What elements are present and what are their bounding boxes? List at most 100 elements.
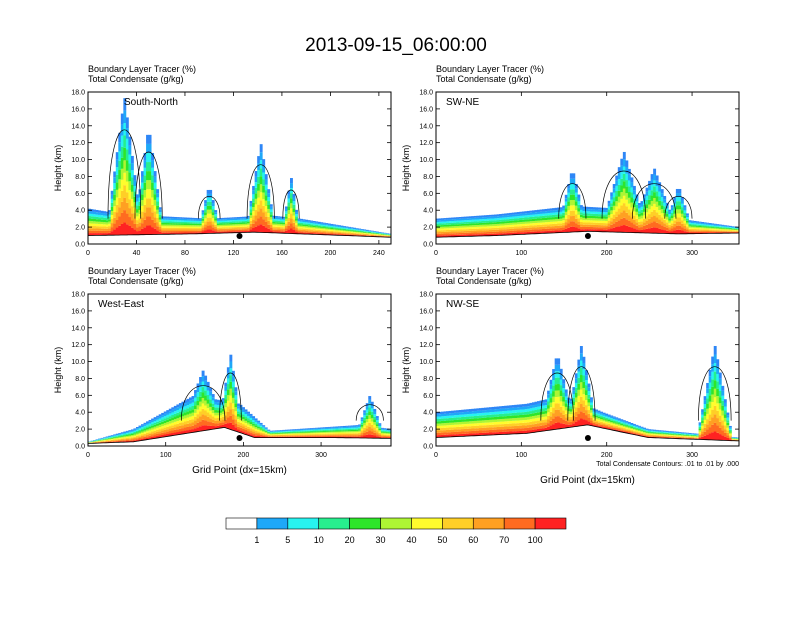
y-tick-label: 2.0 xyxy=(423,427,433,434)
colorbar-box xyxy=(535,518,566,529)
colorbar-label: 50 xyxy=(437,535,447,545)
y-axis-label: Height (km) xyxy=(53,347,63,394)
colorbar-box xyxy=(226,518,257,529)
y-tick-label: 6.0 xyxy=(75,191,85,198)
x-tick-label: 0 xyxy=(434,250,438,257)
panel-label: SW-NE xyxy=(446,97,479,108)
y-tick-label: 6.0 xyxy=(423,191,433,198)
y-tick-label: 4.0 xyxy=(75,410,85,417)
x-tick-label: 240 xyxy=(373,250,385,257)
y-axis-label: Height (km) xyxy=(401,347,411,394)
tracer-field xyxy=(436,346,739,446)
y-tick-label: 0.0 xyxy=(423,444,433,451)
panel-subtitle-condensate: Total Condensate (g/kg) xyxy=(88,276,184,286)
contour-note: Total Condensate Contours: .01 to .01 by… xyxy=(596,461,739,468)
y-tick-label: 16.0 xyxy=(71,308,85,315)
colorbar-box xyxy=(288,518,319,529)
colorbar-box xyxy=(473,518,504,529)
tracer-field xyxy=(88,355,391,446)
panel-subtitle-tracer: Boundary Layer Tracer (%) xyxy=(88,266,196,276)
y-tick-label: 4.0 xyxy=(75,208,85,215)
colorbar-label: 30 xyxy=(376,535,386,545)
colorbar-label: 60 xyxy=(468,535,478,545)
x-tick-label: 0 xyxy=(434,452,438,459)
panel-4: Boundary Layer Tracer (%)Total Condensat… xyxy=(401,266,739,486)
y-axis-label: Height (km) xyxy=(401,145,411,192)
y-tick-label: 2.0 xyxy=(423,225,433,232)
y-tick-label: 0.0 xyxy=(75,242,85,249)
panel-subtitle-tracer: Boundary Layer Tracer (%) xyxy=(88,64,196,74)
colorbar-label: 40 xyxy=(406,535,416,545)
x-tick-label: 200 xyxy=(238,452,250,459)
colorbar-box xyxy=(257,518,288,529)
y-tick-label: 14.0 xyxy=(71,123,85,130)
main-title: 2013-09-15_06:00:00 xyxy=(305,35,487,56)
y-tick-label: 8.0 xyxy=(423,174,433,181)
colorbar-label: 5 xyxy=(285,535,290,545)
y-tick-label: 12.0 xyxy=(419,342,433,349)
y-tick-label: 2.0 xyxy=(75,427,85,434)
location-marker xyxy=(237,233,243,239)
y-tick-label: 10.0 xyxy=(419,157,433,164)
y-tick-label: 10.0 xyxy=(71,359,85,366)
y-tick-label: 14.0 xyxy=(419,123,433,130)
y-tick-label: 0.0 xyxy=(423,242,433,249)
colorbar-box xyxy=(319,518,350,529)
y-tick-label: 8.0 xyxy=(423,376,433,383)
y-tick-label: 14.0 xyxy=(419,325,433,332)
x-tick-label: 100 xyxy=(516,250,528,257)
colorbar-box xyxy=(350,518,381,529)
colorbar-box xyxy=(411,518,442,529)
y-tick-label: 18.0 xyxy=(419,90,433,97)
panel-subtitle-tracer: Boundary Layer Tracer (%) xyxy=(436,64,544,74)
y-tick-label: 4.0 xyxy=(423,208,433,215)
y-tick-label: 14.0 xyxy=(71,325,85,332)
y-tick-label: 12.0 xyxy=(71,140,85,147)
panel-label: South-North xyxy=(124,97,178,108)
y-tick-label: 8.0 xyxy=(75,376,85,383)
y-tick-label: 16.0 xyxy=(71,106,85,113)
x-tick-label: 120 xyxy=(228,250,240,257)
y-tick-label: 0.0 xyxy=(75,444,85,451)
tracer-field xyxy=(436,152,739,244)
colorbar-box xyxy=(381,518,412,529)
location-marker xyxy=(585,233,591,239)
panel-subtitle-condensate: Total Condensate (g/kg) xyxy=(436,276,532,286)
y-axis-label: Height (km) xyxy=(53,145,63,192)
x-tick-label: 40 xyxy=(133,250,141,257)
panel-1: Boundary Layer Tracer (%)Total Condensat… xyxy=(53,64,391,257)
colorbar-box xyxy=(442,518,473,529)
location-marker xyxy=(237,435,243,441)
y-tick-label: 12.0 xyxy=(71,342,85,349)
x-tick-label: 300 xyxy=(686,250,698,257)
tracer-field xyxy=(88,98,391,244)
y-tick-label: 18.0 xyxy=(419,292,433,299)
x-tick-label: 300 xyxy=(315,452,327,459)
colorbar-label: 100 xyxy=(528,535,543,545)
y-tick-label: 12.0 xyxy=(419,140,433,147)
colorbar-label: 20 xyxy=(345,535,355,545)
y-tick-label: 8.0 xyxy=(75,174,85,181)
x-tick-label: 200 xyxy=(325,250,337,257)
panel-subtitle-condensate: Total Condensate (g/kg) xyxy=(436,74,532,84)
y-tick-label: 10.0 xyxy=(419,359,433,366)
location-marker xyxy=(585,435,591,441)
x-axis-label: Grid Point (dx=15km) xyxy=(540,475,635,486)
x-tick-label: 200 xyxy=(601,452,613,459)
y-tick-label: 16.0 xyxy=(419,308,433,315)
colorbar-label: 10 xyxy=(314,535,324,545)
colorbar-label: 1 xyxy=(254,535,259,545)
panel-label: NW-SE xyxy=(446,299,479,310)
y-tick-label: 2.0 xyxy=(75,225,85,232)
x-tick-label: 200 xyxy=(601,250,613,257)
y-tick-label: 6.0 xyxy=(75,393,85,400)
panel-2: Boundary Layer Tracer (%)Total Condensat… xyxy=(401,64,739,257)
y-tick-label: 16.0 xyxy=(419,106,433,113)
y-tick-label: 6.0 xyxy=(423,393,433,400)
y-tick-label: 10.0 xyxy=(71,157,85,164)
y-tick-label: 4.0 xyxy=(423,410,433,417)
x-tick-label: 160 xyxy=(276,250,288,257)
y-tick-label: 18.0 xyxy=(71,90,85,97)
